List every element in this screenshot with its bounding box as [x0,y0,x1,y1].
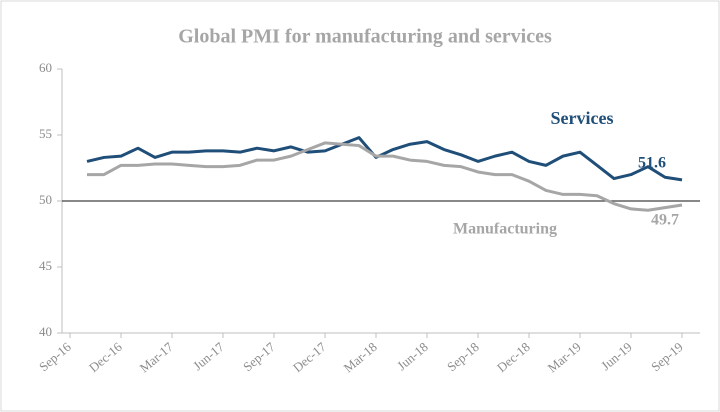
y-tick-label: 50 [39,192,52,207]
end-value-label: 51.6 [638,155,666,172]
end-value-label: 49.7 [651,212,679,229]
series-line [86,136,683,182]
y-tick-label: 60 [39,60,52,75]
series-line [87,141,683,212]
y-tick-label: 55 [39,126,52,141]
series-label: Manufacturing [453,221,557,238]
series-label: Services [551,108,614,128]
y-tick-label: 40 [39,324,52,339]
y-tick-label: 45 [39,258,52,273]
chart-title: Global PMI for manufacturing and service… [178,26,552,48]
